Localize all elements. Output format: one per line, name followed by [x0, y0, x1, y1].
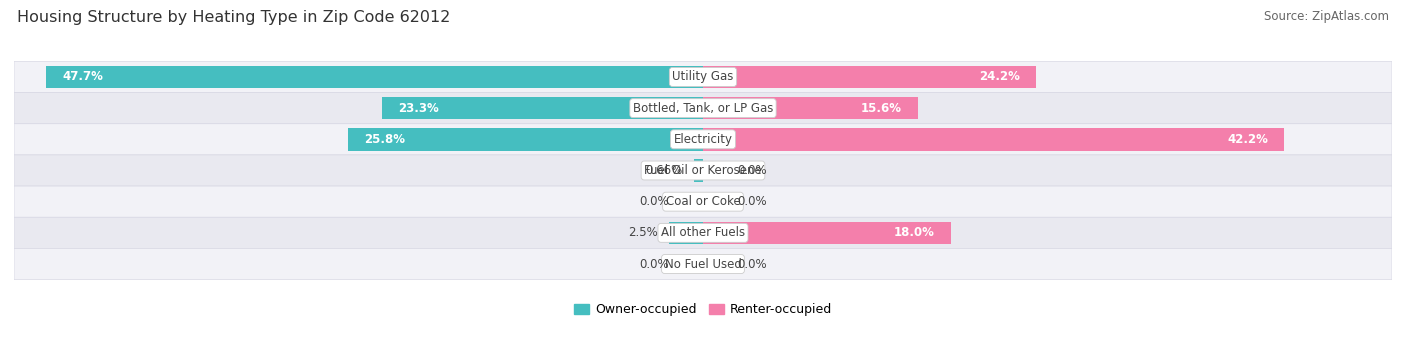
Bar — [695, 159, 703, 182]
Text: Utility Gas: Utility Gas — [672, 71, 734, 84]
Bar — [703, 128, 1285, 150]
Text: Housing Structure by Heating Type in Zip Code 62012: Housing Structure by Heating Type in Zip… — [17, 10, 450, 25]
Text: Fuel Oil or Kerosene: Fuel Oil or Kerosene — [644, 164, 762, 177]
Text: All other Fuels: All other Fuels — [661, 226, 745, 239]
Text: 0.66%: 0.66% — [645, 164, 683, 177]
Text: 0.0%: 0.0% — [638, 195, 669, 208]
Bar — [703, 97, 918, 119]
Bar — [46, 66, 703, 88]
Text: No Fuel Used: No Fuel Used — [665, 257, 741, 270]
Text: 42.2%: 42.2% — [1227, 133, 1268, 146]
FancyBboxPatch shape — [14, 217, 1392, 249]
FancyBboxPatch shape — [14, 249, 1392, 280]
Bar — [703, 66, 1036, 88]
Text: 0.0%: 0.0% — [638, 257, 669, 270]
Text: 2.5%: 2.5% — [628, 226, 658, 239]
Text: 0.0%: 0.0% — [738, 195, 768, 208]
Text: 0.0%: 0.0% — [738, 164, 768, 177]
FancyBboxPatch shape — [14, 61, 1392, 92]
Text: 0.0%: 0.0% — [738, 257, 768, 270]
Text: 47.7%: 47.7% — [62, 71, 103, 84]
FancyBboxPatch shape — [14, 155, 1392, 186]
FancyBboxPatch shape — [14, 92, 1392, 124]
FancyBboxPatch shape — [14, 124, 1392, 155]
Text: Electricity: Electricity — [673, 133, 733, 146]
Bar — [669, 222, 703, 244]
Text: Bottled, Tank, or LP Gas: Bottled, Tank, or LP Gas — [633, 102, 773, 115]
Text: Coal or Coke: Coal or Coke — [665, 195, 741, 208]
Text: 24.2%: 24.2% — [979, 71, 1019, 84]
Text: 23.3%: 23.3% — [398, 102, 439, 115]
Text: 25.8%: 25.8% — [364, 133, 405, 146]
Bar — [347, 128, 703, 150]
Text: 15.6%: 15.6% — [860, 102, 901, 115]
Bar — [382, 97, 703, 119]
Text: 18.0%: 18.0% — [894, 226, 935, 239]
Legend: Owner-occupied, Renter-occupied: Owner-occupied, Renter-occupied — [568, 298, 838, 321]
Text: Source: ZipAtlas.com: Source: ZipAtlas.com — [1264, 10, 1389, 23]
Bar — [703, 222, 950, 244]
FancyBboxPatch shape — [14, 186, 1392, 217]
